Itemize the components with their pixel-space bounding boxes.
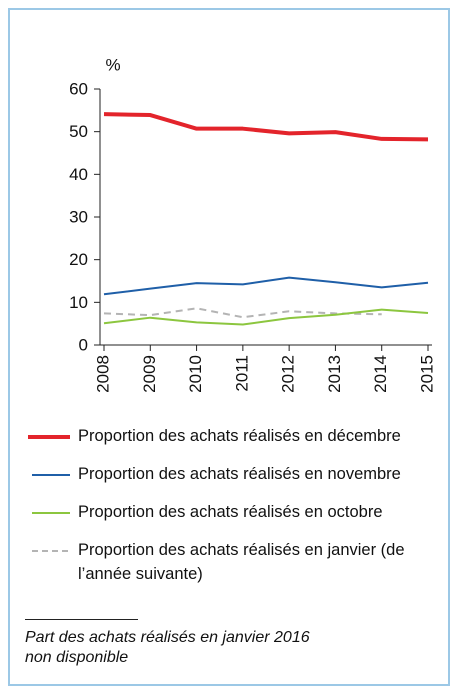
x-tick-label: 2010: [186, 355, 205, 393]
x-tick-label: 2011: [232, 355, 251, 392]
x-tick-label: 2009: [140, 355, 159, 393]
series-line: [103, 112, 429, 142]
y-tick-label: 60: [69, 79, 88, 98]
y-tick-label: 0: [79, 335, 88, 354]
y-axis-label: %: [105, 55, 120, 74]
x-tick-label: 2012: [279, 355, 298, 393]
legend-label: Proportion des achats réalisés en octobr…: [78, 503, 383, 521]
footnote-rule: [25, 619, 138, 620]
y-tick-label: 40: [69, 165, 88, 184]
legend-item: Proportion des achats réalisés en décemb…: [26, 424, 446, 462]
y-tick-label: 10: [69, 293, 88, 312]
legend-item: Proportion des achats réalisés en janvie…: [26, 538, 446, 583]
legend: Proportion des achats réalisés en décemb…: [26, 424, 446, 583]
footnote: Part des achats réalisés en janvier 2016…: [25, 629, 310, 666]
y-tick-label: 30: [69, 207, 88, 226]
series-line: [103, 308, 429, 326]
x-tick-label: 2015: [417, 355, 436, 393]
x-tick-label: 2013: [325, 355, 344, 393]
x-tick-label: 2014: [371, 355, 390, 393]
legend-swatch: [32, 474, 70, 476]
legend-swatch: [28, 435, 70, 439]
frame: [8, 8, 450, 686]
x-tick-label: 2008: [93, 355, 112, 393]
y-tick-label: 50: [69, 122, 88, 141]
legend-label: Proportion des achats réalisés en novemb…: [78, 465, 401, 483]
legend-item: Proportion des achats réalisés en novemb…: [26, 462, 446, 500]
legend-label: Proportion des achats réalisés en décemb…: [78, 427, 401, 445]
legend-swatch: [32, 512, 70, 514]
legend-item: Proportion des achats réalisés en octobr…: [26, 500, 446, 538]
legend-swatch: [32, 550, 70, 552]
series-line: [103, 276, 429, 296]
chart: % 0 10 20 30 40 50 60 2008 2009 2010 2011 2012 2013 2…: [69, 55, 436, 393]
y-tick-label: 20: [69, 250, 88, 269]
legend-label: Proportion des achats réalisés en janvie…: [78, 541, 405, 583]
series-line: [103, 307, 382, 319]
